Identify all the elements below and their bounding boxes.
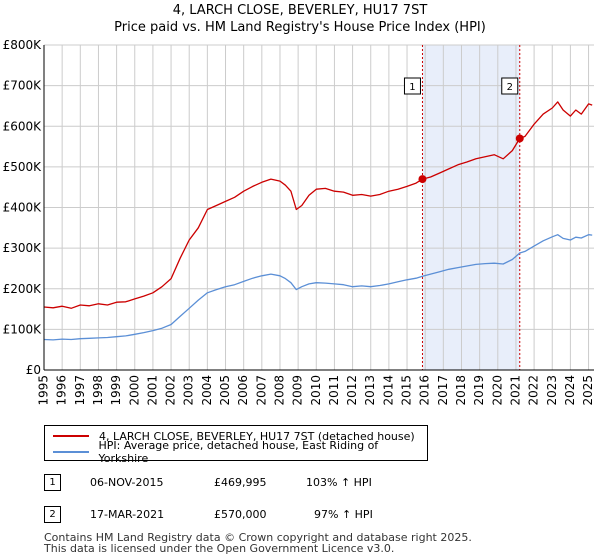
sale-hpi-2: 97% ↑ HPI — [314, 508, 373, 521]
x-tick-label: 2000 — [127, 375, 141, 406]
price-chart: £0 £100K £200K £300K £400K £500K £600K £700K £80… — [3, 38, 595, 406]
sale-hpi-1: 103% ↑ HPI — [306, 476, 372, 489]
legend-label-hpi: HPI: Average price, detached house, East… — [98, 439, 379, 465]
footer-license: This data is licensed under the Open Gov… — [44, 542, 395, 555]
y-tick-label: £700K — [3, 79, 43, 93]
x-tick-label: 2014 — [381, 375, 395, 406]
sale-badge-2: 2 — [44, 506, 61, 523]
y-tick-label: £500K — [3, 160, 43, 174]
y-tick-label: £0 — [26, 363, 41, 377]
x-tick-label: 2024 — [563, 375, 577, 406]
footer-copyright: Contains HM Land Registry data © Crown c… — [44, 531, 472, 544]
chart-subtitle: Price paid vs. HM Land Registry's House … — [114, 20, 486, 35]
x-tick-label: 2005 — [218, 375, 232, 406]
legend-swatch-price — [53, 435, 89, 437]
legend-item-price: 4, LARCH CLOSE, BEVERLEY, HU17 7ST (deta… — [53, 428, 415, 444]
sale-1-label: 1 — [409, 82, 415, 93]
x-tick-label: 2002 — [164, 375, 178, 406]
chart-title: 4, LARCH CLOSE, BEVERLEY, HU17 7ST — [172, 3, 428, 18]
sale-2-marker — [515, 134, 524, 143]
x-tick-label: 2010 — [309, 375, 323, 406]
x-tick-label: 2019 — [472, 375, 486, 406]
sale-date-2: 17-MAR-2021 — [90, 508, 165, 521]
legend: 4, LARCH CLOSE, BEVERLEY, HU17 7ST (deta… — [44, 425, 428, 465]
x-tick-label: 2018 — [454, 375, 468, 406]
x-tick-label: 2007 — [254, 375, 268, 406]
x-tick-label: 2012 — [345, 375, 359, 406]
y-tick-label: £400K — [3, 201, 43, 215]
x-tick-label: 2006 — [236, 375, 250, 406]
y-tick-label: £200K — [3, 282, 43, 296]
x-tick-label: 2004 — [200, 375, 214, 406]
x-tick-label: 2013 — [363, 375, 377, 406]
x-tick-label: 2001 — [145, 375, 159, 406]
y-tick-label: £800K — [3, 38, 43, 52]
x-tick-label: 2025 — [581, 375, 595, 406]
hpi-line — [43, 234, 593, 341]
y-tick-label: £300K — [3, 241, 43, 255]
legend-swatch-hpi — [53, 451, 89, 453]
x-tick-label: 2011 — [327, 375, 341, 406]
x-tick-label: 1998 — [91, 375, 105, 406]
y-tick-label: £600K — [3, 119, 43, 133]
sale-1-marker — [418, 175, 427, 184]
legend-label-price: 4, LARCH CLOSE, BEVERLEY, HU17 7ST (deta… — [99, 429, 415, 443]
sale-2-label: 2 — [507, 82, 513, 93]
sale-price-2: £570,000 — [214, 508, 267, 521]
x-tick-label: 1997 — [73, 375, 87, 406]
sale-date-1: 06-NOV-2015 — [90, 476, 164, 489]
sale-price-1: £469,995 — [214, 476, 267, 489]
sale-1-label-box — [403, 77, 421, 95]
sale-2-label-box — [501, 77, 519, 95]
y-tick-label: £100K — [3, 322, 43, 336]
x-tick-label: 2016 — [418, 375, 432, 406]
x-tick-label: 2021 — [508, 375, 522, 406]
x-tick-label: 2022 — [527, 375, 541, 406]
legend-item-hpi: HPI: Average price, detached house, East… — [53, 439, 427, 465]
x-tick-label: 2023 — [545, 375, 559, 406]
x-tick-label: 2020 — [490, 375, 504, 406]
x-tick-label: 2009 — [291, 375, 305, 406]
x-tick-label: 1995 — [37, 375, 51, 406]
x-tick-label: 1999 — [109, 375, 123, 406]
x-tick-label: 2008 — [272, 375, 286, 406]
sale-badge-1: 1 — [44, 474, 61, 491]
x-tick-label: 1996 — [55, 375, 69, 406]
x-tick-label: 2003 — [182, 375, 196, 406]
x-tick-label: 2015 — [400, 375, 414, 406]
x-tick-label: 2017 — [436, 375, 450, 406]
